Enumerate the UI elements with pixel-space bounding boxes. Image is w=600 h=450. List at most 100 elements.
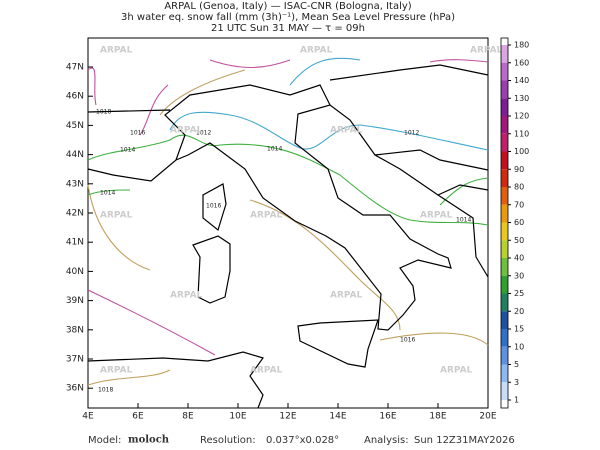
x-tick-label: 8E	[182, 412, 194, 422]
footer: Model: moloch Resolution: 0.037°x0.028° …	[88, 435, 515, 447]
watermark: ARPAL	[300, 46, 333, 56]
colorbar-segment	[501, 133, 508, 152]
analysis: Sun 12Z31MAY2026	[414, 435, 515, 446]
colorbar-segment	[501, 169, 508, 187]
corsica	[202, 183, 227, 232]
y-tick-label: 42N	[66, 209, 84, 219]
africa-coast	[87, 351, 264, 409]
watermark: ARPAL	[170, 291, 203, 301]
colorbar-label: 130	[514, 94, 529, 103]
watermark: ARPAL	[100, 366, 133, 376]
colorbar-label: 90	[514, 165, 524, 174]
isobar-label: 1014	[267, 146, 282, 153]
analysis-label: Analysis:	[364, 435, 409, 446]
map-frame	[87, 37, 489, 409]
header-line: 3h water eq. snow fall (mm (3h)⁻¹), Mean…	[121, 12, 455, 23]
colorbar-label: 5	[514, 360, 519, 369]
y-tick-label: 44N	[66, 150, 84, 160]
watermark: ARPAL	[250, 211, 283, 221]
isobar-label: 1016	[130, 130, 145, 137]
colorbar-label: 10	[514, 342, 524, 351]
isobar-label: 1018	[98, 387, 113, 394]
colorbar-label: 25	[514, 289, 524, 298]
resolution-label: Resolution:	[200, 435, 256, 446]
header: ARPAL (Genoa, Italy) — ISAC-CNR (Bologna…	[121, 1, 455, 34]
y-tick-label: 37N	[66, 355, 84, 365]
colorbar-segment	[501, 45, 508, 63]
isobar-label: 1012	[404, 130, 419, 137]
y-tick-label: 41N	[66, 238, 84, 248]
isobar-label: 1014	[100, 190, 115, 197]
colorbar-segment	[501, 275, 508, 294]
y-tick-label: 45N	[66, 121, 84, 131]
colorbar-label: 3	[514, 378, 519, 387]
y-tick-label: 39N	[66, 296, 84, 306]
colorbar-segment	[501, 204, 508, 223]
watermark: ARPAL	[440, 366, 473, 376]
x-tick-label: 18E	[429, 412, 446, 422]
colorbar-segment	[501, 116, 508, 134]
colorbar-label: 160	[514, 58, 529, 67]
colorbar-label: 1	[514, 396, 519, 405]
resolution: 0.037°x0.028°	[266, 435, 339, 446]
watermark: ARPAL	[250, 366, 283, 376]
colorbar-segment	[501, 346, 508, 365]
colorbar-label: 30	[514, 271, 524, 280]
x-tick-label: 4E	[82, 412, 94, 422]
y-tick-label: 47N	[66, 63, 84, 73]
colorbar-label: 70	[514, 200, 524, 209]
isobar-label: 1014	[456, 217, 471, 224]
colorbar-segment	[501, 293, 508, 312]
colorbar-label: 50	[514, 236, 524, 245]
colorbar-label: 140	[514, 76, 529, 85]
watermark: ARPAL	[100, 46, 133, 56]
isobar-label: 1014	[120, 147, 135, 154]
watermark: ARPAL	[470, 46, 503, 56]
watermark: ARPAL	[100, 211, 133, 221]
y-tick-label: 36N	[66, 384, 84, 394]
x-tick-label: 14E	[329, 412, 346, 422]
border	[87, 64, 489, 196]
colorbar-segment	[501, 329, 508, 347]
x-tick-label: 10E	[229, 412, 246, 422]
colorbar-label: 180	[514, 41, 529, 50]
colorbar-label: 120	[514, 112, 529, 121]
isobar-label: 1016	[400, 337, 415, 344]
isobar-label: 1012	[196, 130, 211, 137]
colorbar-segment	[501, 62, 508, 81]
colorbar-label: 60	[514, 218, 524, 227]
colorbar-segment	[501, 311, 508, 329]
x-tick-label: 6E	[132, 412, 144, 422]
colorbar-segment	[501, 98, 508, 116]
colorbar-label: 100	[514, 147, 529, 156]
watermark: ARPAL	[330, 126, 363, 136]
colorbar-label: 20	[514, 307, 524, 316]
colorbar-label: 110	[514, 129, 529, 138]
y-tick-label: 46N	[66, 92, 84, 102]
colorbar: 1801601401301201101009080706050403025201…	[500, 37, 529, 409]
coastlines	[87, 64, 489, 409]
colorbar-label: 80	[514, 183, 524, 192]
x-tick-label: 16E	[379, 412, 396, 422]
colorbar-segment	[501, 240, 508, 258]
watermark: ARPAL	[330, 291, 363, 301]
watermarks: ARPAL ARPAL ARPAL ARPAL ARPAL ARPAL ARPAL ARPAL…	[100, 46, 503, 376]
watermark: ARPAL	[170, 126, 203, 136]
y-tick-label: 43N	[66, 179, 84, 189]
colorbar-label: 15	[514, 325, 524, 334]
isobar-label: 1016	[206, 203, 221, 210]
coastline	[87, 104, 489, 331]
colorbar-segment	[501, 258, 508, 276]
colorbar-label: 40	[514, 254, 524, 263]
colorbar-segment	[501, 187, 508, 205]
x-tick-label: 12E	[279, 412, 296, 422]
isobar	[169, 57, 489, 151]
sicily	[297, 319, 379, 368]
axes: 4E 6E 8E 10E 12E 14E 16E 18E 20E 47N 46N 45N 44N 43N 4…	[66, 63, 497, 422]
y-tick-label: 40N	[66, 267, 84, 277]
colorbar-segment	[501, 151, 508, 170]
sardinia	[192, 235, 231, 304]
colorbar-segment	[501, 222, 508, 241]
colorbar-segment	[501, 364, 508, 383]
